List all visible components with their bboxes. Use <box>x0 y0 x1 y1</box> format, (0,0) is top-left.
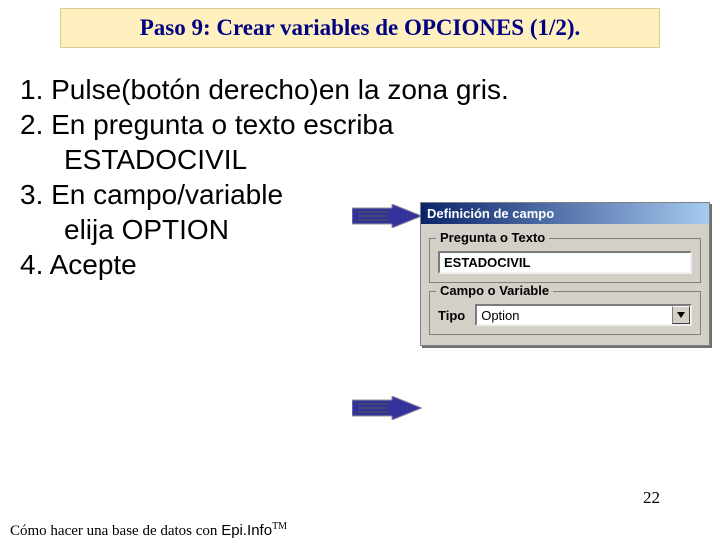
footer-text: Cómo hacer una base de datos con Epi.Inf… <box>10 521 287 540</box>
pointer-arrow-bottom <box>352 396 422 420</box>
group-question-text: Pregunta o Texto <box>429 238 701 283</box>
slide-title: Paso 9: Crear variables de OPCIONES (1/2… <box>60 8 660 48</box>
group-question-label: Pregunta o Texto <box>436 230 549 245</box>
type-combobox[interactable]: Option <box>475 304 692 326</box>
footer-brand: Epi.Info <box>221 522 272 539</box>
pointer-arrow-top <box>352 204 422 228</box>
step-1: 1. Pulse(botón derecho)en la zona gris. <box>20 72 700 107</box>
footer-tm: TM <box>272 521 287 532</box>
field-definition-dialog: Definición de campo Pregunta o Texto Cam… <box>420 202 710 346</box>
group-field-variable: Campo o Variable Tipo Option <box>429 291 701 335</box>
type-label: Tipo <box>438 308 465 323</box>
question-text-input[interactable] <box>438 251 692 274</box>
chevron-down-icon[interactable] <box>672 306 690 324</box>
step-2-line2: ESTADOCIVIL <box>64 142 700 177</box>
dialog-titlebar: Definición de campo <box>421 203 709 224</box>
step-2-line1: 2. En pregunta o texto escriba <box>20 107 700 142</box>
group-field-label: Campo o Variable <box>436 283 553 298</box>
footer-prefix: Cómo hacer una base de datos con <box>10 523 221 539</box>
type-combobox-value: Option <box>477 306 672 324</box>
page-number: 22 <box>643 488 660 508</box>
